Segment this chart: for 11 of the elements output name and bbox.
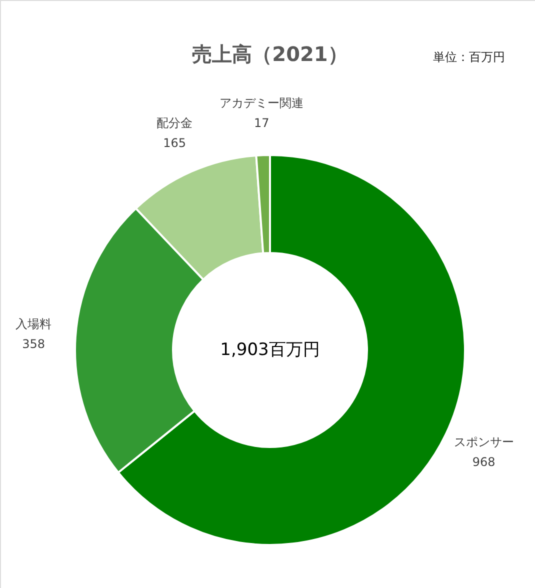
data-label: 968 — [472, 455, 496, 470]
text: 単位：百万円 — [433, 50, 505, 64]
slice-label: スポンサー — [454, 435, 514, 450]
data-label: 165 — [163, 136, 186, 150]
slice-label: 配分金 — [156, 116, 193, 130]
data-label: 358 — [22, 337, 45, 352]
data-label: 17 — [254, 116, 270, 130]
chart-title: 売上高（2021） — [192, 42, 348, 66]
text: 1,903百万円 — [220, 340, 320, 360]
slice-label: 入場料 — [16, 317, 52, 332]
slice-label: アカデミー関連 — [220, 96, 304, 110]
